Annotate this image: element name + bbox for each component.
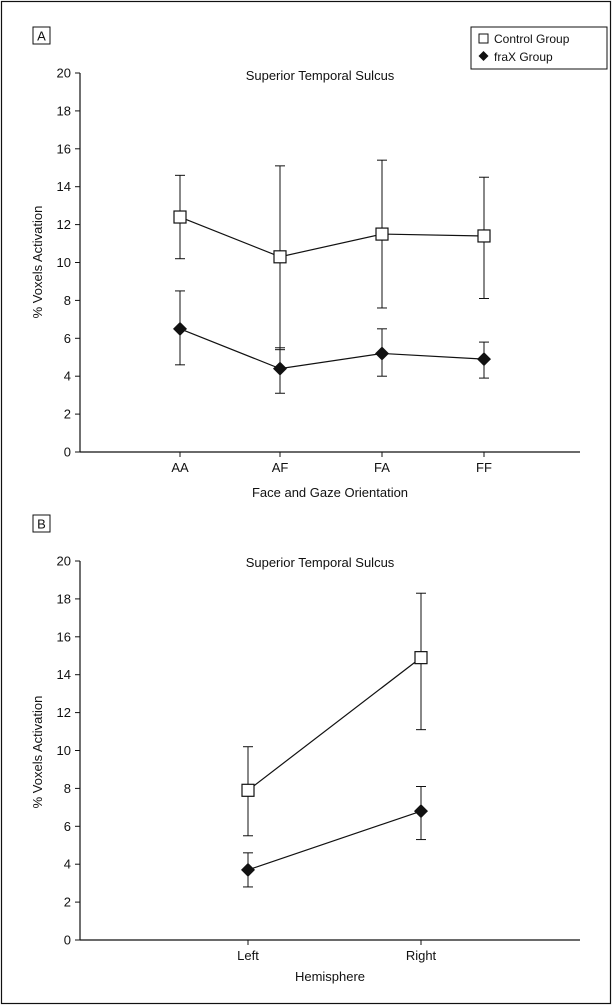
x-tick-label: Left [237, 948, 259, 963]
y-tick-label: 8 [64, 293, 71, 308]
legend-frax-marker [478, 51, 489, 61]
y-tick-label: 18 [57, 591, 71, 606]
control-group-line [247, 657, 422, 791]
panel-a-title: Superior Temporal Sulcus [246, 68, 395, 83]
y-tick-label: 2 [64, 407, 71, 422]
legend-control-label: Control Group [494, 32, 570, 46]
y-tick-label: 4 [64, 857, 71, 872]
legend: Control Group fraX Group [470, 26, 608, 70]
panel-b-label-box [32, 514, 51, 533]
control-group-point [273, 250, 287, 264]
y-tick-label: 0 [64, 933, 71, 948]
y-tick-label: 18 [57, 103, 71, 118]
y-tick-label: 10 [57, 743, 71, 758]
control-group-point [241, 783, 255, 797]
legend-control-marker [478, 33, 489, 44]
x-tick-label: Right [406, 948, 437, 963]
y-tick-label: 16 [57, 629, 71, 644]
y-tick-label: 20 [57, 66, 71, 81]
y-tick-label: 8 [64, 781, 71, 796]
x-tick-label: FA [374, 460, 390, 475]
panel-a: A Superior Temporal Sulcus % Voxels Acti… [30, 26, 608, 500]
x-tick-label: AF [272, 460, 289, 475]
frax-group-point [414, 804, 428, 819]
y-tick-label: 0 [64, 445, 71, 460]
y-tick-label: 12 [57, 217, 71, 232]
panel-a-ylabel: % Voxels Activation [30, 206, 45, 319]
panel-a-marks [173, 159, 491, 394]
control-group-point [414, 651, 428, 665]
y-tick-label: 14 [57, 667, 71, 682]
y-tick-label: 6 [64, 331, 71, 346]
panel-b-axes: 0 2 4 6 8 10 12 14 16 18 20 Left Right [57, 554, 580, 963]
panel-b: B Superior Temporal Sulcus % Voxels Acti… [30, 514, 580, 984]
control-group-point [375, 227, 389, 241]
frax-group-point [273, 361, 287, 376]
frax-group-line [247, 810, 422, 871]
frax-group-line [179, 328, 485, 370]
x-tick-label: FF [476, 460, 492, 475]
y-tick-label: 4 [64, 369, 71, 384]
panel-a-xlabel: Face and Gaze Orientation [252, 485, 408, 500]
control-group-line [179, 216, 485, 258]
y-tick-label: 14 [57, 179, 71, 194]
panel-b-ylabel: % Voxels Activation [30, 696, 45, 809]
legend-frax-label: fraX Group [494, 50, 553, 64]
panel-b-title: Superior Temporal Sulcus [246, 555, 395, 570]
y-tick-label: 20 [57, 554, 71, 569]
control-group-point [173, 210, 187, 224]
y-tick-label: 10 [57, 255, 71, 270]
control-group-point [477, 229, 491, 243]
frax-group-point [173, 321, 187, 336]
y-tick-label: 12 [57, 705, 71, 720]
panel-b-xlabel: Hemisphere [295, 969, 365, 984]
panel-a-axes: 0 2 4 6 8 10 12 14 16 18 20 AA AF FA FF [57, 66, 580, 475]
y-tick-label: 16 [57, 141, 71, 156]
frax-group-point [375, 346, 389, 361]
frax-group-point [477, 352, 491, 367]
frax-group-point [241, 862, 255, 877]
x-tick-label: AA [171, 460, 189, 475]
y-tick-label: 2 [64, 895, 71, 910]
y-tick-label: 6 [64, 819, 71, 834]
panel-b-marks [241, 592, 428, 888]
legend-frame [470, 26, 608, 70]
panel-a-label-box [32, 26, 51, 45]
panel-b-label: B [37, 517, 46, 532]
panel-a-label: A [37, 29, 46, 44]
